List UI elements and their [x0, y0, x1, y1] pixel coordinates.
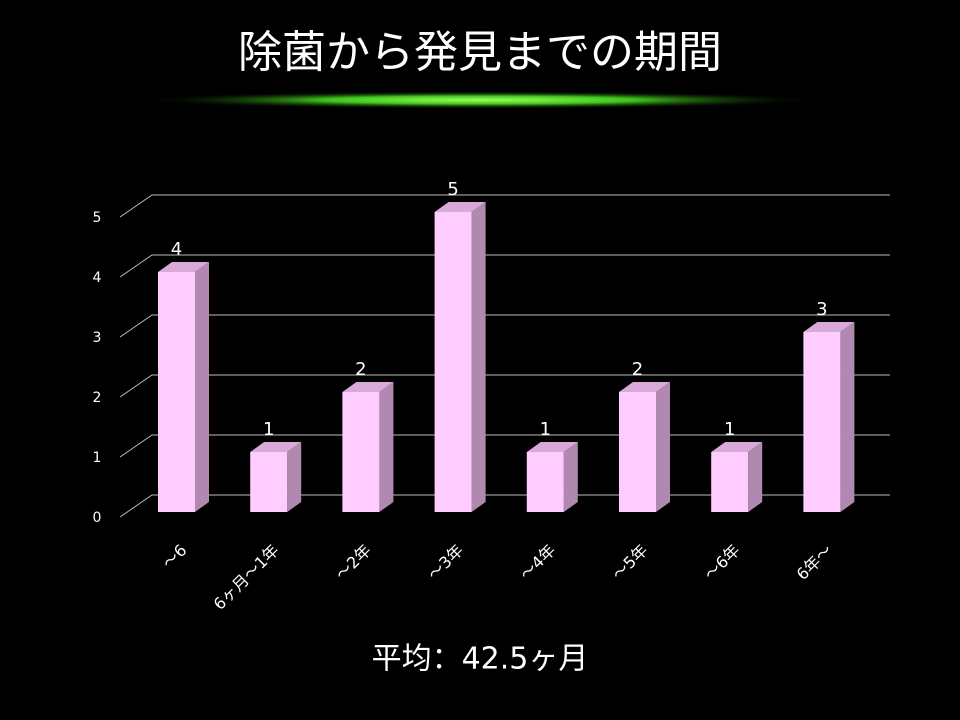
title-underline	[135, 91, 825, 109]
bar-face	[250, 442, 302, 452]
bar	[434, 202, 486, 512]
bar-face	[711, 442, 763, 452]
bar-face	[748, 442, 763, 512]
bar-face	[379, 382, 394, 512]
bar-face	[250, 452, 288, 512]
y-tick-label: 3	[93, 330, 102, 346]
data-label: 2	[632, 359, 643, 380]
bar-face	[158, 272, 195, 512]
y-tick-label: 0	[93, 510, 102, 526]
data-label: 3	[816, 299, 827, 320]
y-tick-label: 2	[93, 390, 102, 406]
bar-face	[342, 382, 394, 392]
bar	[803, 322, 855, 512]
bar-face	[434, 202, 486, 212]
grid-line	[119, 194, 890, 218]
data-label: 4	[171, 239, 182, 260]
bar-face	[803, 322, 855, 332]
bar	[619, 382, 670, 512]
bar-face	[619, 382, 670, 392]
bar	[158, 262, 209, 512]
bar-face	[526, 452, 564, 512]
data-label: 5	[447, 179, 458, 200]
bar-face	[803, 332, 841, 512]
y-tick-label: 1	[93, 450, 102, 466]
bar-face	[195, 262, 209, 512]
bar-face	[840, 322, 855, 512]
y-tick-label: 4	[93, 270, 102, 286]
bar	[526, 442, 578, 512]
grid-line	[119, 254, 890, 278]
y-tick-label: 5	[93, 210, 102, 226]
bar	[342, 382, 394, 512]
bar-face	[563, 442, 578, 512]
data-label: 1	[263, 419, 274, 440]
bar	[711, 442, 763, 512]
bar-face	[158, 262, 209, 272]
bar-face	[711, 452, 749, 512]
chart-title: 除菌から発見までの期間	[238, 27, 722, 78]
grid-line	[119, 314, 890, 338]
data-label: 2	[355, 359, 366, 380]
bar-face	[619, 392, 656, 512]
bar-face	[287, 442, 302, 512]
bar-face	[656, 382, 670, 512]
bar	[250, 442, 302, 512]
data-label: 1	[724, 419, 735, 440]
annotation: 平均：42.5ヶ月	[372, 642, 589, 677]
bar-face	[434, 212, 472, 512]
data-label: 1	[540, 419, 551, 440]
bar-face	[342, 392, 380, 512]
grid-line	[119, 374, 890, 398]
bar-face	[471, 202, 486, 512]
bar-face	[526, 442, 578, 452]
